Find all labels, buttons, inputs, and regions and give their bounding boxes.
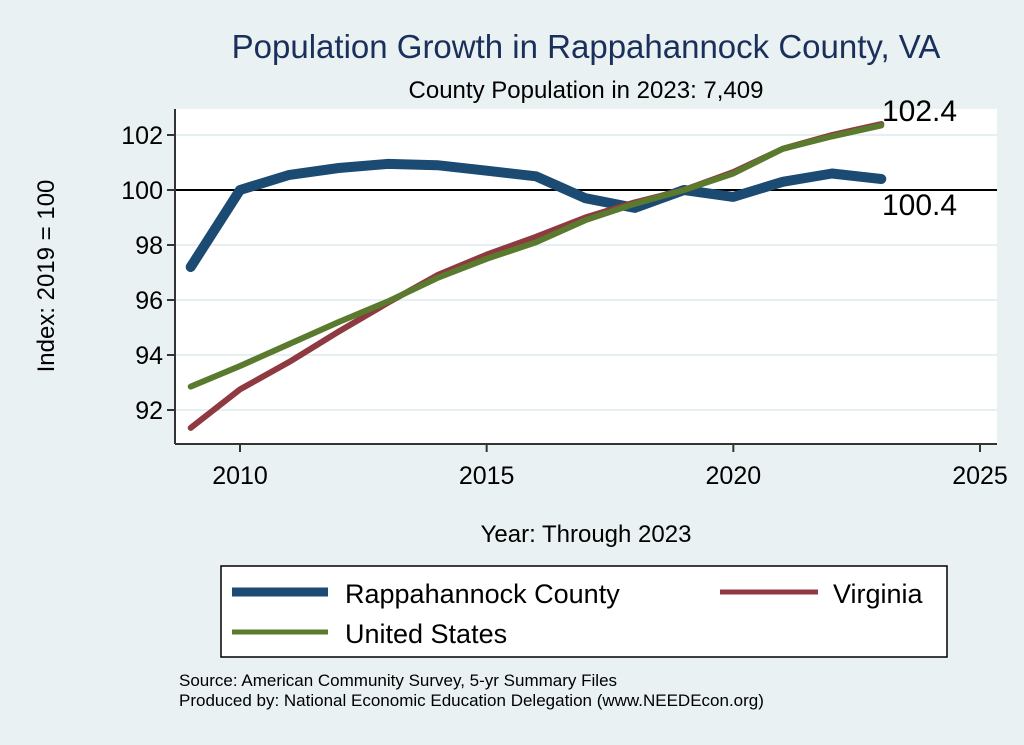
legend-label-rappahannock: Rappahannock County — [345, 579, 620, 609]
y-ticks: 92 94 96 98 100 102 — [121, 122, 175, 425]
legend-label-virginia: Virginia — [833, 579, 924, 609]
plot-area — [175, 109, 997, 444]
x-axis-title: Year: Through 2023 — [481, 521, 692, 548]
end-label-rappahannock: 100.4 — [882, 189, 957, 222]
legend-label-united-states: United States — [345, 619, 507, 649]
y-tick-label: 94 — [135, 342, 163, 370]
x-ticks: 2010 2015 2020 2025 — [212, 444, 1008, 490]
source-note: Source: American Community Survey, 5-yr … — [179, 671, 617, 690]
x-tick-label: 2020 — [706, 462, 762, 490]
producer-note: Produced by: National Economic Education… — [179, 691, 764, 710]
chart-title: Population Growth in Rappahannock County… — [232, 28, 941, 65]
x-tick-label: 2015 — [459, 462, 515, 490]
series-line-united-states — [187, 122, 885, 390]
x-tick-label: 2025 — [952, 462, 1008, 490]
y-tick-label: 100 — [121, 177, 163, 205]
series-line-rappahannock — [185, 158, 887, 272]
legend-box — [220, 565, 948, 658]
x-tick-label: 2010 — [212, 462, 268, 490]
end-label-virginia: 102.4 — [882, 95, 957, 128]
legend: Rappahannock County Virginia United Stat… — [220, 565, 948, 658]
gridlines — [175, 134, 997, 411]
chart-subtitle: County Population in 2023: 7,409 — [409, 77, 764, 104]
y-tick-label: 92 — [135, 397, 163, 425]
y-axis-title: Index: 2019 = 100 — [33, 180, 60, 373]
series-layer — [185, 121, 887, 431]
y-tick-label: 102 — [121, 122, 163, 150]
y-tick-label: 98 — [135, 232, 163, 260]
y-tick-label: 96 — [135, 287, 163, 315]
